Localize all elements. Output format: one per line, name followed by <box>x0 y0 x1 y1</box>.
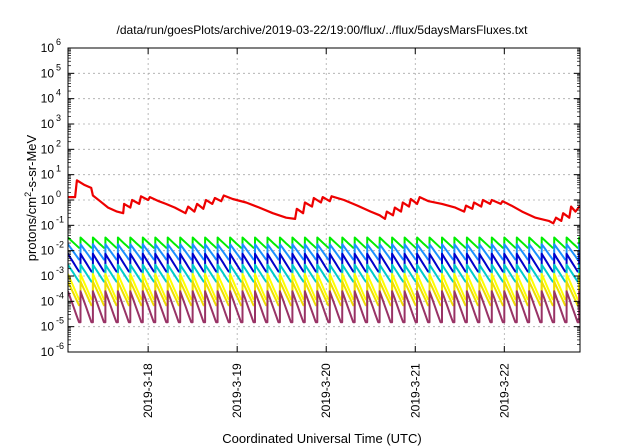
axis-ticks: 10 -6 10 -5 10 -4 10 -3 10 -2 10 -1 10 0 10 1 10 2 10 3 10 4 1… <box>41 37 580 418</box>
x-tick-label: 2019-3-18 <box>141 363 155 418</box>
grid-lines <box>68 48 580 352</box>
y-tick-label: 10 4 <box>41 88 61 106</box>
series-line-6 <box>68 273 580 301</box>
series-line-8 <box>68 290 580 324</box>
y-tick-label: 10 2 <box>41 138 61 156</box>
y-tick-label: 10 1 <box>41 164 61 182</box>
series-line-5 <box>68 263 580 283</box>
y-tick-label: 10 0 <box>41 189 61 207</box>
x-axis-title: Coordinated Universal Time (UTC) <box>222 431 421 446</box>
x-tick-label: 2019-3-21 <box>408 363 422 418</box>
series-line-3 <box>68 243 580 261</box>
y-tick-label: 10 -4 <box>41 290 64 308</box>
y-tick-label: 10 3 <box>41 113 61 131</box>
series-line-2 <box>68 236 580 249</box>
y-tick-label: 10 -3 <box>41 265 64 283</box>
chart-title: /data/run/goesPlots/archive/2019-03-22/1… <box>117 23 529 37</box>
y-tick-label: 10 -2 <box>41 240 64 258</box>
x-tick-label: 2019-3-22 <box>497 363 511 418</box>
plot-series <box>68 179 580 324</box>
y-tick-label: 10 -6 <box>41 341 64 359</box>
y-tick-label: 10 6 <box>41 37 61 55</box>
y-axis-title: protons/cm2-s-sr-MeV <box>23 134 39 261</box>
y-tick-label: 10 5 <box>41 62 61 80</box>
y-tick-label: 10 -1 <box>41 214 64 232</box>
x-tick-label: 2019-3-20 <box>319 363 333 418</box>
series-line-4 <box>68 252 580 273</box>
series-line-1 <box>68 179 580 225</box>
y-tick-label: 10 -5 <box>41 316 64 334</box>
x-tick-label: 2019-3-19 <box>230 363 244 418</box>
series-line-7 <box>68 280 580 307</box>
